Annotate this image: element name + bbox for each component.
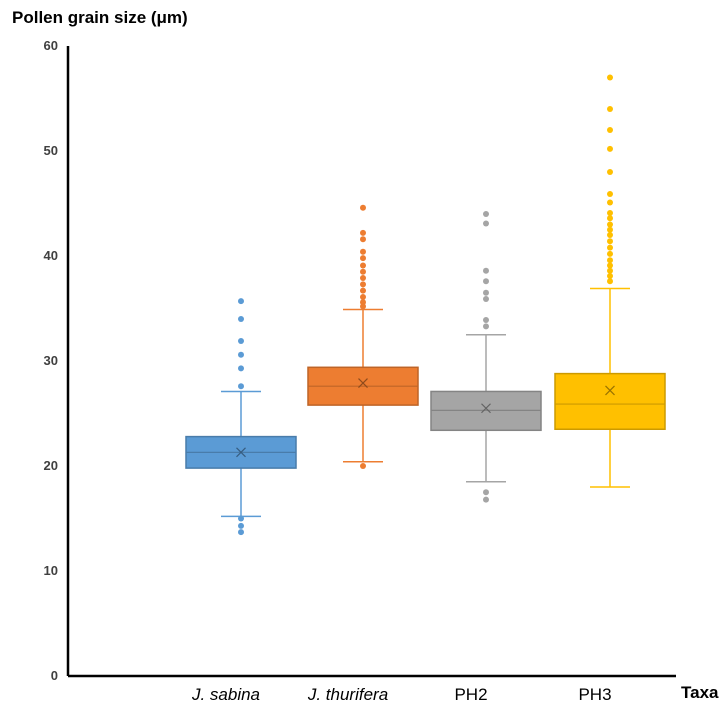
axes [66, 46, 676, 678]
box-group [430, 211, 542, 503]
y-tick-label: 0 [51, 668, 58, 683]
outlier-point [238, 351, 244, 358]
outlier-point [360, 463, 366, 469]
mean-marker [481, 403, 491, 414]
y-axis-title: Pollen grain size (μm) [12, 8, 188, 27]
x-axis-title: Taxa [681, 683, 719, 702]
y-tick-label: 20 [44, 458, 58, 473]
outlier-point [483, 220, 489, 227]
outlier-point [238, 529, 244, 536]
outlier-point [360, 236, 366, 243]
outlier-point [607, 215, 613, 222]
outlier-point [238, 365, 244, 372]
outlier-point [607, 209, 613, 216]
outlier-point [607, 74, 613, 81]
box-group [307, 204, 419, 469]
outlier-point [607, 250, 613, 257]
x-category-label: PH3 [578, 685, 611, 704]
outlier-point [607, 106, 613, 112]
y-tick-label: 60 [44, 38, 58, 53]
outlier-point [607, 226, 613, 233]
mean-marker [605, 385, 615, 396]
y-tick-label: 10 [44, 563, 58, 578]
outlier-point [607, 169, 613, 175]
mean-marker [236, 447, 246, 458]
outlier-point [483, 296, 489, 303]
outlier-point [607, 244, 613, 251]
outlier-point [238, 316, 244, 322]
outlier-point [360, 275, 366, 282]
outlier-point [360, 204, 366, 211]
outlier-point [483, 317, 489, 324]
outlier-point [238, 522, 244, 529]
outlier-point [360, 255, 366, 262]
outlier-point [360, 299, 366, 306]
outlier-point [607, 145, 613, 152]
outlier-point [483, 278, 489, 285]
outlier-point [607, 127, 613, 133]
outlier-point [483, 323, 489, 330]
outlier-point [238, 298, 244, 305]
outlier-point [238, 515, 244, 522]
outlier-point [607, 199, 613, 206]
y-axis-ticks: 0 10 20 30 40 50 60 [44, 38, 58, 683]
outlier-point [360, 268, 366, 275]
x-category-label: PH2 [454, 685, 487, 704]
outlier-point [238, 338, 244, 345]
outlier-point [483, 289, 489, 296]
outlier-point [360, 248, 366, 255]
boxes [185, 74, 666, 536]
y-tick-label: 30 [44, 353, 58, 368]
outlier-point [360, 303, 366, 310]
outlier-point [360, 287, 366, 294]
x-category-label: J. thurifera [307, 685, 388, 704]
y-tick-label: 50 [44, 143, 58, 158]
outlier-point [607, 278, 613, 285]
outlier-point [360, 262, 366, 269]
outlier-point [607, 262, 613, 269]
outlier-point [360, 281, 366, 288]
outlier-point [607, 267, 613, 274]
box-iqr [554, 372, 666, 431]
x-axis-labels: J. sabina J. thurifera PH2 PH3 [191, 685, 612, 704]
outlier-point [360, 229, 366, 236]
outlier-point [607, 191, 613, 198]
outlier-point [360, 293, 366, 300]
outlier-point [607, 272, 613, 279]
outlier-point [607, 232, 613, 238]
mean-marker [358, 378, 368, 388]
box-group [185, 298, 297, 536]
outlier-point [483, 211, 489, 217]
outlier-point [483, 489, 489, 496]
outlier-point [607, 238, 613, 245]
outlier-point [238, 383, 244, 390]
outlier-point [607, 257, 613, 264]
outlier-point [607, 221, 613, 228]
outlier-point [483, 267, 489, 274]
y-tick-label: 40 [44, 248, 58, 263]
box-group [554, 74, 666, 488]
x-category-label: J. sabina [191, 685, 260, 704]
outlier-point [483, 496, 489, 503]
